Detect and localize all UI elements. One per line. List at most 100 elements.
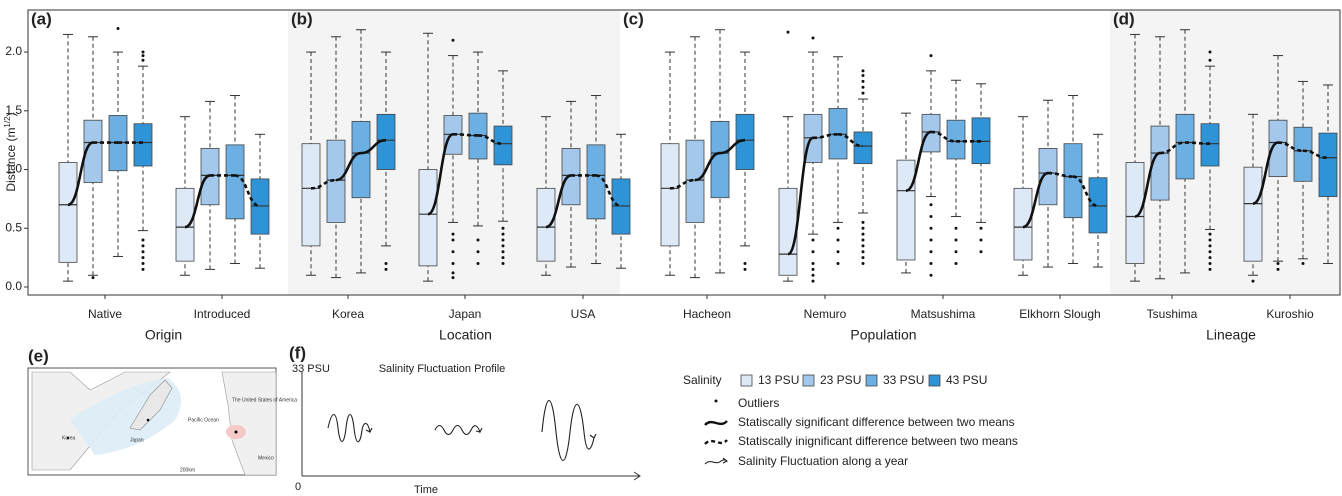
mean-curve-insignificant xyxy=(812,132,839,140)
squiggle xyxy=(327,413,373,443)
outlier xyxy=(1208,50,1212,54)
box xyxy=(83,119,103,183)
box xyxy=(660,143,680,247)
outlier xyxy=(954,262,958,266)
section-label: Lineage xyxy=(1206,327,1256,343)
squiggle xyxy=(434,424,483,436)
outlier xyxy=(501,262,505,266)
box xyxy=(1318,132,1338,197)
site xyxy=(66,436,70,440)
outlier xyxy=(811,262,815,266)
outlier xyxy=(954,238,958,242)
outlier xyxy=(1301,262,1305,266)
outlier xyxy=(451,276,455,280)
panel-letter: (b) xyxy=(291,9,313,28)
outlier xyxy=(501,238,505,242)
map-label: Japan xyxy=(130,437,144,443)
outlier xyxy=(141,58,145,62)
mean-curve-insignificant xyxy=(234,174,261,208)
site xyxy=(146,418,150,422)
box xyxy=(418,169,438,267)
mean-curve-significant xyxy=(184,174,211,229)
box xyxy=(1013,187,1033,261)
mean-curve-significant xyxy=(360,138,387,155)
outlier xyxy=(929,215,933,219)
group-label: Matsushima xyxy=(911,307,976,321)
group-label: Native xyxy=(88,307,122,321)
outlier xyxy=(451,262,455,266)
legend-icon xyxy=(704,439,728,445)
outlier xyxy=(451,238,455,242)
outlier xyxy=(811,267,815,271)
outlier xyxy=(954,250,958,254)
box xyxy=(1038,147,1058,206)
outlier xyxy=(1208,244,1212,248)
outlier xyxy=(501,232,505,236)
outlier xyxy=(929,273,933,277)
group-label: USA xyxy=(571,307,596,321)
outlier xyxy=(743,262,747,266)
outlier xyxy=(141,256,145,260)
panel-letter: (f) xyxy=(289,343,306,362)
box xyxy=(225,144,245,220)
outlier xyxy=(141,54,145,58)
mean-curve-insignificant xyxy=(1047,171,1074,178)
outlier xyxy=(451,38,455,42)
outlier xyxy=(451,271,455,275)
box xyxy=(1243,166,1263,262)
outlier xyxy=(501,226,505,230)
outlier xyxy=(1208,267,1212,271)
outlier xyxy=(954,226,958,230)
outlier xyxy=(929,238,933,242)
outlier xyxy=(141,244,145,248)
group-label: Tsushima xyxy=(1147,307,1198,321)
legend-label: Outliers xyxy=(738,396,779,410)
outlier xyxy=(1208,58,1212,62)
outlier xyxy=(861,238,865,242)
map-label: Pacific Ocean xyxy=(188,417,219,423)
mean-curve-significant xyxy=(694,151,721,182)
box xyxy=(58,162,78,263)
outlier xyxy=(861,262,865,266)
group-label: Kuroshio xyxy=(1266,307,1314,321)
outlier xyxy=(1276,267,1280,271)
panel-letter: (d) xyxy=(1113,9,1135,28)
outlier xyxy=(451,232,455,236)
y-axis-label-part: 1/2 xyxy=(3,116,12,128)
box xyxy=(1175,113,1195,180)
outlier xyxy=(1251,279,1255,283)
y-axis-label-part: ) xyxy=(4,112,18,116)
box xyxy=(896,159,916,261)
mean-curve-significant xyxy=(905,130,932,192)
box xyxy=(133,123,153,167)
squiggle xyxy=(541,399,597,462)
outlier xyxy=(141,238,145,242)
group-label: Nemuro xyxy=(804,307,847,321)
outlier xyxy=(141,250,145,254)
outlier xyxy=(861,69,865,73)
box xyxy=(778,187,798,276)
outlier xyxy=(1208,238,1212,242)
mean-curve-significant xyxy=(719,138,746,155)
outlier xyxy=(786,30,790,34)
outlier xyxy=(929,226,933,230)
axis-label: Time xyxy=(414,484,438,496)
outlier xyxy=(476,250,480,254)
y-tick-label: 0.5 xyxy=(5,220,22,234)
legend-label: 33 PSU xyxy=(883,373,924,387)
outlier xyxy=(836,226,840,230)
legend-swatch xyxy=(928,374,941,387)
outlier xyxy=(476,262,480,266)
mean-curve-significant xyxy=(1022,171,1049,229)
box xyxy=(1125,162,1145,264)
outlier xyxy=(384,262,388,266)
outlier xyxy=(1276,262,1280,266)
outlier xyxy=(836,238,840,242)
box xyxy=(536,187,556,262)
outlier xyxy=(811,36,815,40)
outlier xyxy=(929,262,933,266)
legend-label: Statiscally significant difference betwe… xyxy=(738,415,1015,429)
legend-icon xyxy=(704,457,728,465)
outlier xyxy=(501,256,505,260)
